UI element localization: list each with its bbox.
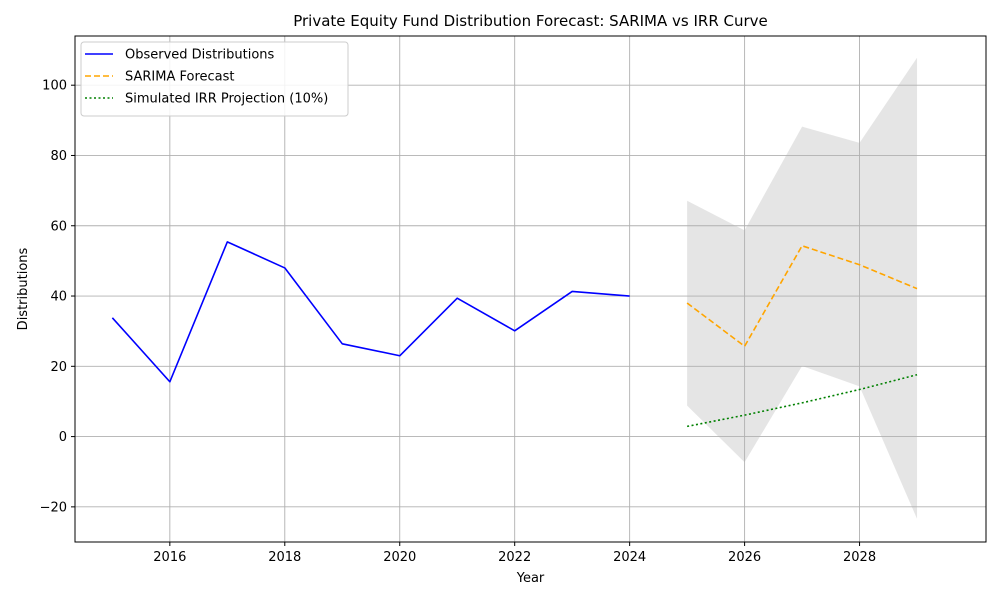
- series-line-2: [686, 244, 918, 348]
- y-tick-label: 60: [50, 219, 67, 234]
- x-axis-label: Year: [516, 571, 545, 586]
- plot-frame: [74, 35, 987, 543]
- y-tick-label: 40: [50, 290, 67, 305]
- y-tick-label: 0: [59, 430, 67, 445]
- x-tick-label: 2016: [153, 550, 186, 565]
- x-tick-label: 2024: [613, 550, 646, 565]
- series-line-3: [686, 373, 918, 428]
- legend-label: Observed Distributions: [125, 48, 275, 63]
- tick-layer: 2016 2018 2020 2022 2024 2026 2028 −20 0 20 40 60 80…: [40, 79, 877, 565]
- legend-label: SARIMA Forecast: [125, 70, 235, 85]
- y-tick-label: 20: [50, 360, 67, 375]
- x-tick-label: 2022: [498, 550, 531, 565]
- y-tick-label: −20: [40, 500, 67, 515]
- x-tick-label: 2018: [268, 550, 301, 565]
- y-tick-label: 100: [42, 79, 67, 94]
- series-layer: [111, 241, 918, 428]
- legend: Observed Distributions SARIMA Forecast Sim…: [80, 41, 349, 117]
- chart-title: Private Equity Fund Distribution Forecas…: [293, 12, 768, 30]
- grid-layer: [75, 36, 986, 542]
- y-tick-label: 80: [50, 149, 67, 164]
- series-line-1: [111, 241, 630, 383]
- x-tick-label: 2028: [843, 550, 876, 565]
- legend-box: [80, 41, 349, 117]
- legend-label: Simulated IRR Projection (10%): [125, 92, 328, 107]
- x-tick-label: 2020: [383, 550, 416, 565]
- x-tick-label: 2026: [728, 550, 761, 565]
- y-axis-label: Distributions: [16, 247, 31, 330]
